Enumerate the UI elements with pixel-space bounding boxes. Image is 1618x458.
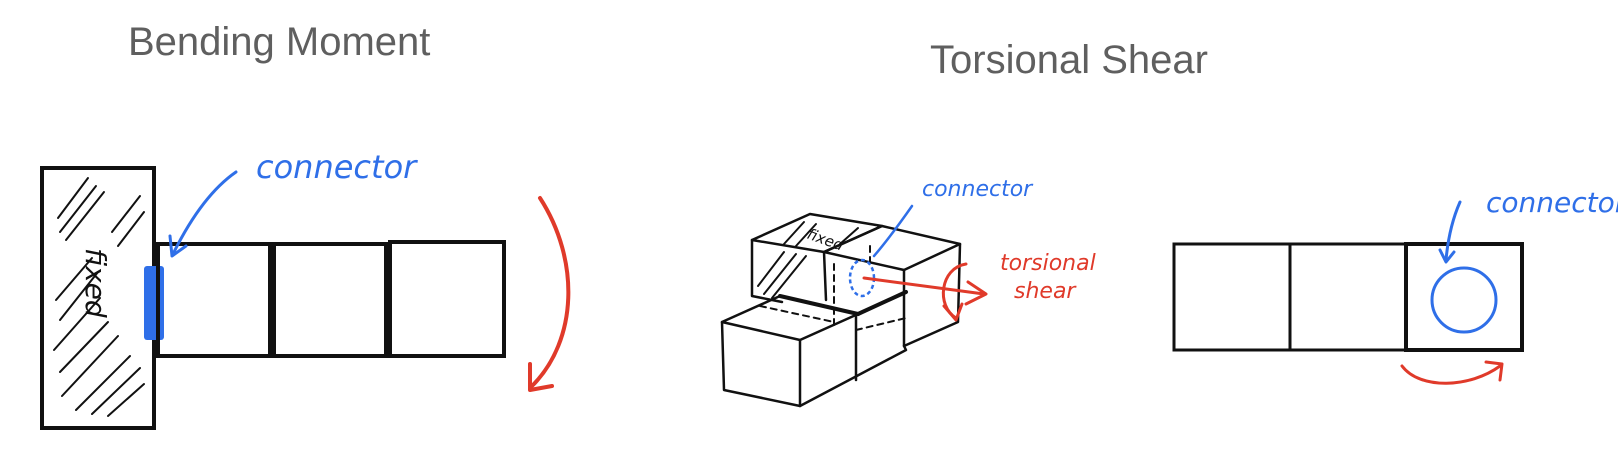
top-box-2 [1288,242,1408,352]
box-1 [156,242,272,358]
torsional-isometric-diagram: fixed [720,212,962,408]
box-2 [272,242,388,358]
bending-moment-title: Bending Moment [128,20,431,64]
lower-block-front [720,320,802,408]
rotation-arrow-right [1400,364,1502,385]
box-3 [388,240,506,358]
connector-pointer-right-head [1438,248,1456,264]
connector-label-right: connector [1486,186,1618,219]
connector-label-middle: connector [922,177,1034,202]
upper-block-right [902,242,962,348]
connector-pointer-right [1444,200,1462,262]
fixed-label: fixed [79,248,112,318]
torsional-shear-title: Torsional Shear [930,38,1208,82]
rotation-arrow-right-head [1484,360,1504,382]
bending-arrow-head [528,362,554,392]
lower-block-top [720,294,860,342]
hidden-edges [759,245,907,331]
top-box-3 [1404,242,1524,352]
fixed-wall-hatching [53,177,145,417]
connector-pointer-left [172,170,238,254]
lower-block-side [798,344,908,408]
fixed-block-hatching [757,221,859,299]
torsional-top-view: connector [1172,186,1618,385]
connector-label-left: connector [256,148,418,186]
connector-pointer-left-head [168,234,188,258]
connector-pointer-middle [872,204,914,258]
bending-diagram: fixed connector [40,148,571,430]
torsional-arrow [862,262,988,322]
connector-circle-right [1430,266,1498,334]
connector-bar [144,266,164,340]
torsional-label-line1: torsional [1000,251,1096,276]
bending-arrow [530,196,571,388]
top-box-1 [1172,242,1292,352]
torsional-label-line2: shear [1014,279,1077,304]
